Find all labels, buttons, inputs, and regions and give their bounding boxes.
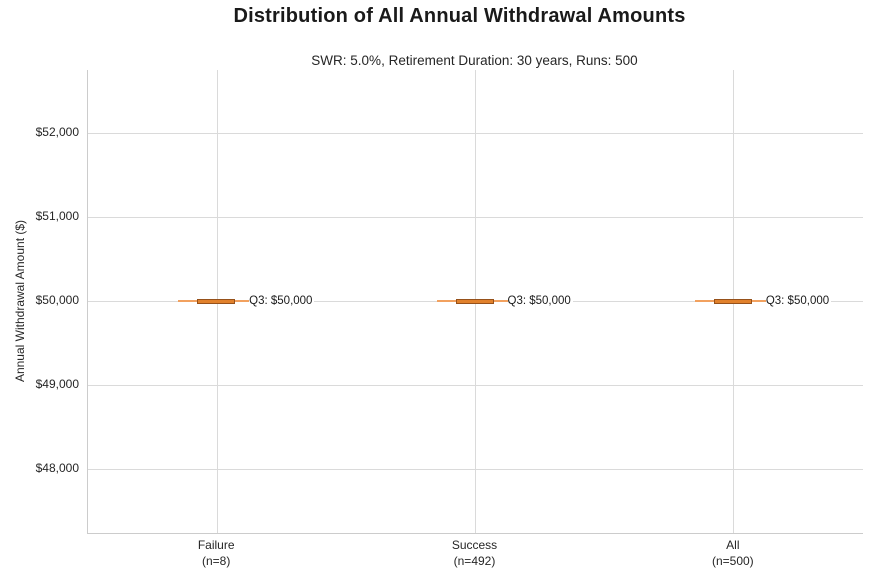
q3-annotation: Q3: $50,000	[507, 293, 573, 310]
x-tick-label: Failure (n=8)	[146, 537, 286, 569]
chart-subtitle: SWR: 5.0%, Retirement Duration: 30 years…	[311, 53, 638, 68]
y-tick-label: $52,000	[35, 125, 79, 140]
x-tick-label-line2: (n=500)	[711, 554, 754, 568]
q3-annotation: Q3: $50,000	[249, 293, 315, 310]
x-tick-label: All (n=500)	[663, 537, 803, 569]
box-iqr	[455, 298, 494, 304]
x-tick-label-line1: All	[726, 538, 740, 552]
y-tick-label: $48,000	[35, 461, 79, 476]
x-tick-label-line1: Failure	[197, 538, 235, 552]
x-tick-label-line1: Success	[451, 538, 498, 552]
y-tick-label: $49,000	[35, 377, 79, 392]
box-iqr	[713, 298, 752, 304]
x-tick-label-line2: (n=8)	[201, 554, 231, 568]
x-tick-label: Success (n=492)	[405, 537, 545, 569]
x-tick-label-line2: (n=492)	[453, 554, 496, 568]
q3-annotation: Q3: $50,000	[765, 293, 832, 310]
chart-title: Distribution of All Annual Withdrawal Am…	[233, 5, 686, 27]
y-tick-label: $51,000	[35, 209, 79, 224]
y-tick-label: $50,000	[35, 293, 79, 308]
box-iqr	[197, 298, 236, 304]
